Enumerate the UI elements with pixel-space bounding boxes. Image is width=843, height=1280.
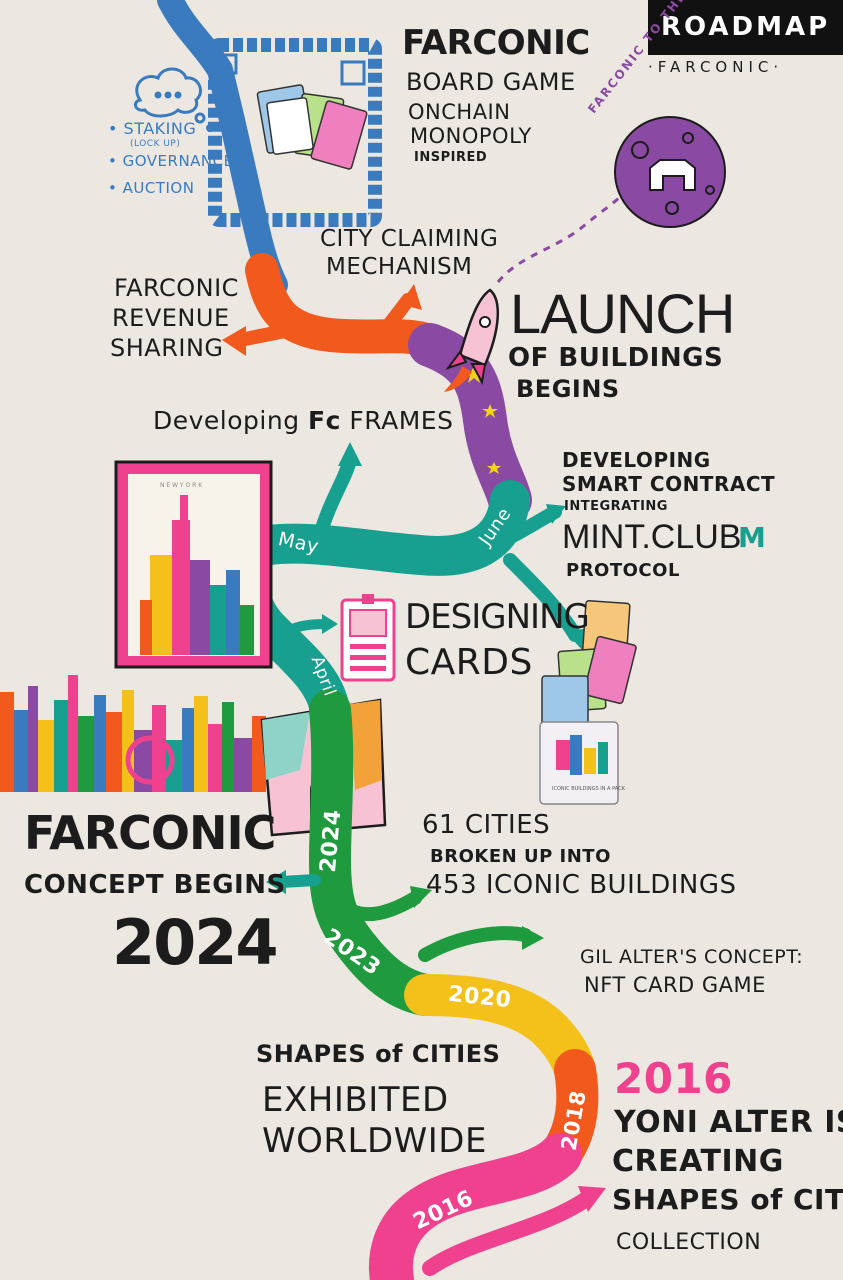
staking-label: STAKING <box>123 119 197 138</box>
yoni-year: 2016 <box>614 1054 733 1103</box>
moon-trail <box>496 193 624 283</box>
governance-item: • GOVERNANCE <box>108 152 234 170</box>
pack-caption: ICONIC BUILDINGS IN A PACK <box>552 786 625 792</box>
moon-illustration <box>614 116 726 228</box>
revenue-line1: FARCONIC <box>114 274 239 302</box>
revenue-line2: REVENUE <box>112 304 230 332</box>
city-claiming-line1: CITY CLAIMING <box>320 226 499 252</box>
smart-contract-line3: INTEGRATING <box>564 499 668 514</box>
roadmap-header-box <box>648 0 843 55</box>
smart-contract-line5: PROTOCOL <box>566 560 680 581</box>
auction-label: AUCTION <box>122 179 195 197</box>
rocket-illustration <box>444 288 499 392</box>
card-stack-top <box>256 84 368 170</box>
pink-path <box>368 1133 582 1280</box>
city-skyline <box>0 675 266 792</box>
governance-label: GOVERNANCE <box>122 152 234 170</box>
new-york-poster <box>114 460 273 669</box>
green-path <box>308 689 446 1016</box>
frames-prefix: Developing <box>153 406 300 435</box>
concept-line3: 2024 <box>112 906 279 979</box>
board-game-line2: BOARD GAME <box>406 68 576 96</box>
yoni-line1: YONI ALTER IS <box>614 1105 843 1140</box>
teal-arrow-frames <box>313 453 357 542</box>
frames-fc: Fc <box>308 406 341 435</box>
mint-club-label: MINT.CLUB <box>562 518 742 556</box>
poster-caption: N E W Y O R K <box>160 482 203 489</box>
teal-arrow-concept <box>276 874 321 888</box>
roadmap-subtitle: ·FARCONIC· <box>648 58 784 76</box>
concept-line2: CONCEPT BEGINS <box>24 870 286 900</box>
auction-item: • AUCTION <box>108 179 195 197</box>
board-game-line3: ONCHAIN <box>408 100 511 124</box>
cities-line3: 453 ICONIC BUILDINGS <box>426 870 737 900</box>
mint-club-badge: M <box>738 521 766 554</box>
roadmap-title: ROADMAP <box>661 12 831 42</box>
board-game-title: FARCONIC <box>402 23 590 63</box>
shapes-line2: EXHIBITED <box>262 1080 449 1120</box>
yoni-line4: COLLECTION <box>616 1230 762 1255</box>
path-label-2024: 2024 <box>315 808 347 874</box>
frames-label: Developing Fc FRAMES <box>153 408 453 433</box>
green-arrow-gil <box>418 926 532 962</box>
board-game-line5: INSPIRED <box>414 150 488 165</box>
teal-arrow-designing <box>285 619 331 635</box>
purple-stars <box>464 366 501 474</box>
orange-arrow-left <box>233 323 297 347</box>
green-arrow-cities <box>343 891 422 921</box>
city-claiming-line2: MECHANISM <box>326 254 473 280</box>
staking-item: • STAKING <box>108 119 197 138</box>
designing-line1: DESIGNING <box>405 597 590 637</box>
card-pack-illustration <box>539 599 637 805</box>
revenue-line3: SHARING <box>110 334 224 362</box>
smart-contract-line1: DEVELOPING <box>562 448 711 472</box>
shapes-line3: WORLDWIDE <box>262 1121 487 1161</box>
staking-sublabel: (LOCK UP) <box>130 139 181 149</box>
cities-line1: 61 CITIES <box>422 810 551 840</box>
yoni-line2: CREATING <box>612 1144 784 1179</box>
launch-line2: OF BUILDINGS <box>508 343 724 373</box>
teal-arrow-cards-pack <box>503 553 582 642</box>
pink-arrow <box>422 1192 593 1276</box>
card-icon <box>340 594 396 682</box>
concept-line1: FARCONIC <box>24 806 276 860</box>
designing-line2: CARDS <box>405 642 533 683</box>
shapes-line1: SHAPES of CITIES <box>256 1040 501 1068</box>
thought-cloud <box>133 67 214 132</box>
launch-line3: BEGINS <box>516 375 620 403</box>
board-game-line4: MONOPOLY <box>410 124 532 148</box>
frames-suffix: FRAMES <box>349 406 454 435</box>
yoni-line3: SHAPES of CITIES <box>612 1183 843 1216</box>
cities-line2: BROKEN UP INTO <box>430 846 611 867</box>
smart-contract-line2: SMART CONTRACT <box>562 472 776 496</box>
launch-line1: LAUNCH <box>510 282 735 345</box>
gil-line2: NFT CARD GAME <box>584 973 766 997</box>
board-game-board <box>208 38 382 227</box>
gil-line1: GIL ALTER'S CONCEPT: <box>580 946 804 968</box>
